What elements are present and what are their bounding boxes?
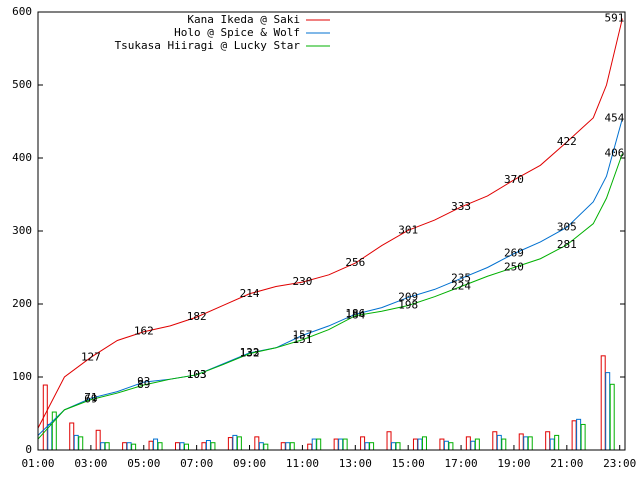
x-tick-label: 05:00: [127, 457, 160, 470]
point-label: 198: [398, 298, 418, 311]
line: [37, 18, 623, 429]
point-label: 591: [604, 12, 624, 25]
y-tick-label: 600: [12, 5, 32, 18]
x-tick-label: 23:00: [603, 457, 636, 470]
y-tick-label: 100: [12, 370, 32, 383]
x-tick-label: 15:00: [392, 457, 425, 470]
point-label: 93: [137, 375, 150, 388]
point-label: 162: [134, 325, 154, 338]
legend-label: Tsukasa Hiiragi @ Lucky Star: [115, 39, 301, 52]
point-label: 370: [504, 173, 524, 186]
x-tick-label: 19:00: [497, 457, 530, 470]
x-tick-label: 13:00: [339, 457, 372, 470]
y-tick-label: 500: [12, 78, 32, 91]
point-label: 333: [451, 200, 471, 213]
point-label: 151: [292, 333, 312, 346]
point-label: 186: [345, 307, 365, 320]
y-tick-label: 300: [12, 224, 32, 237]
x-tick-label: 07:00: [180, 457, 213, 470]
y-tick-label: 200: [12, 297, 32, 310]
x-tick-label: 01:00: [21, 457, 54, 470]
point-label: 422: [557, 135, 577, 148]
x-tick-label: 11:00: [286, 457, 319, 470]
point-label: 256: [345, 256, 365, 269]
point-label: 269: [504, 247, 524, 260]
point-label: 69: [84, 393, 97, 406]
point-label: 406: [604, 147, 624, 160]
y-tick-label: 400: [12, 151, 32, 164]
point-label: 454: [604, 112, 624, 125]
point-label: 184: [345, 309, 365, 322]
point-label: 281: [557, 238, 577, 251]
line: [37, 153, 623, 440]
y-tick-label: 0: [25, 443, 32, 456]
legend-label: Kana Ikeda @ Saki: [187, 13, 300, 26]
point-label: 214: [240, 287, 260, 300]
point-label: 301: [398, 223, 418, 236]
point-label: 235: [451, 271, 471, 284]
x-tick-label: 09:00: [233, 457, 266, 470]
point-label: 230: [292, 275, 312, 288]
line: [37, 118, 623, 436]
point-label: 305: [557, 220, 577, 233]
point-label: 224: [451, 279, 471, 292]
point-label: 127: [81, 350, 101, 363]
point-label: 132: [240, 347, 260, 360]
legend-label: Holo @ Spice & Wolf: [174, 26, 300, 39]
x-tick-label: 03:00: [74, 457, 107, 470]
point-label: 182: [187, 310, 207, 323]
plot-frame: [37, 11, 626, 451]
x-tick-label: 17:00: [445, 457, 478, 470]
point-label: 89: [137, 378, 150, 391]
x-tick-label: 21:00: [550, 457, 583, 470]
point-label: 250: [504, 261, 524, 274]
point-label: 209: [398, 290, 418, 303]
point-label: 103: [187, 368, 207, 381]
